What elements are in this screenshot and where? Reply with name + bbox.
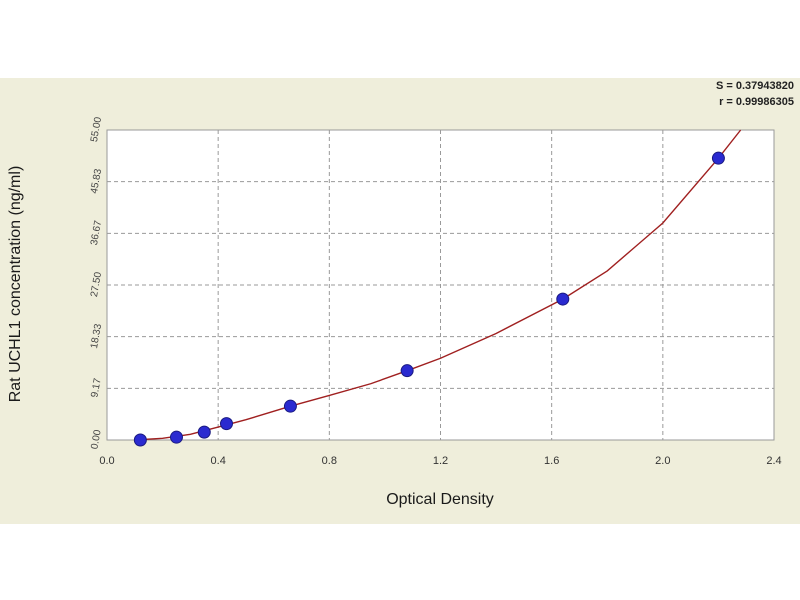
y-axis-title: Rat UCHL1 concentration (ng/ml) [7,166,24,403]
data-point [220,417,234,431]
y-tick-label: 9.17 [89,377,103,399]
data-point [711,151,725,165]
data-point [169,430,183,444]
y-tick-label: 18.33 [89,323,104,350]
y-tick-label: 0.00 [89,429,103,451]
x-tick-label: 2.4 [766,455,781,467]
data-point [400,364,414,378]
x-axis-ticks: 0.0 0.4 0.8 1.2 1.6 2.0 2.4 [99,455,781,467]
data-point [197,425,211,439]
x-tick-label: 1.6 [544,455,559,467]
data-points-layer [133,151,725,447]
chart-svg: 0.0 0.4 0.8 1.2 1.6 2.0 2.4 0.00 9.17 18.33 27.50… [7,80,794,508]
x-tick-label: 0.0 [99,455,114,467]
y-tick-label: 27.50 [89,271,104,298]
x-tick-label: 0.4 [211,455,226,467]
x-tick-label: 2.0 [655,455,670,467]
y-tick-label: 45.83 [89,168,104,195]
fit-stat-s: S = 0.37943820 [716,80,794,92]
data-point [283,399,297,413]
y-axis-ticks: 0.00 9.17 18.33 27.50 36.67 45.83 55.00 [89,116,104,450]
x-tick-label: 1.2 [433,455,448,467]
x-axis-title: Optical Density [386,491,494,508]
y-tick-label: 55.00 [89,116,104,143]
grid-layer [107,130,774,440]
y-tick-label: 36.67 [89,219,104,246]
fit-stat-r: r = 0.99986305 [719,96,794,108]
x-tick-label: 0.8 [322,455,337,467]
data-point [556,292,570,306]
chart-panel: 0.0 0.4 0.8 1.2 1.6 2.0 2.4 0.00 9.17 18.33 27.50… [0,78,800,524]
data-point [133,433,147,447]
